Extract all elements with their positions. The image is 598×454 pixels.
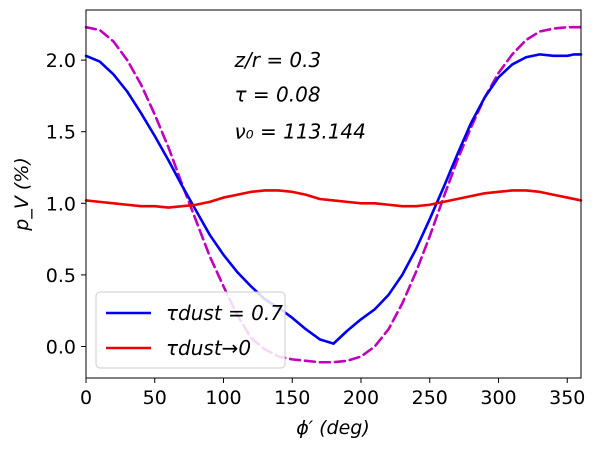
x-axis: 0 50 100 150 200 250 300 350 bbox=[80, 378, 585, 409]
y-tick-label: 2.0 bbox=[46, 50, 76, 72]
legend: τdust = 0.7 τdust→0 bbox=[95, 291, 286, 369]
x-tick-label: 100 bbox=[205, 387, 241, 409]
annotations: z/r = 0.3 τ = 0.08 ν₀ = 113.144 bbox=[234, 48, 366, 144]
x-tick-label: 300 bbox=[480, 387, 516, 409]
series-line-2 bbox=[84, 25, 583, 364]
series-layer bbox=[84, 25, 583, 364]
annotation-nu: ν₀ = 113.144 bbox=[235, 120, 366, 144]
legend-label-tau-dust: τdust = 0.7 bbox=[166, 301, 283, 325]
series-line-0 bbox=[84, 53, 583, 345]
x-tick-label: 50 bbox=[143, 387, 167, 409]
legend-label-tau-dust-zero: τdust→0 bbox=[166, 336, 251, 360]
x-tick-label: 200 bbox=[343, 387, 379, 409]
x-axis-label: ϕ′ (deg) bbox=[296, 417, 370, 439]
y-tick-label: 0.0 bbox=[46, 336, 76, 358]
x-tick-label: 250 bbox=[412, 387, 448, 409]
y-axis: 0.0 0.5 1.0 1.5 2.0 bbox=[46, 50, 86, 358]
annotation-zr: z/r = 0.3 bbox=[234, 48, 322, 72]
y-tick-label: 0.5 bbox=[46, 265, 76, 287]
x-tick-label: 150 bbox=[274, 387, 310, 409]
series-line-1 bbox=[84, 189, 583, 209]
x-tick-label: 0 bbox=[80, 387, 92, 409]
y-tick-label: 1.0 bbox=[46, 193, 76, 215]
y-tick-label: 1.5 bbox=[46, 122, 76, 144]
annotation-tau: τ = 0.08 bbox=[235, 82, 321, 106]
x-tick-label: 350 bbox=[549, 387, 585, 409]
plot-area-frame bbox=[85, 9, 582, 379]
y-axis-label: p_V (%) bbox=[11, 157, 33, 231]
